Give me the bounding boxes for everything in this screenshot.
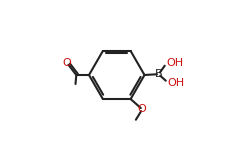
Text: O: O [62, 58, 71, 68]
Text: OH: OH [168, 78, 185, 88]
Text: OH: OH [167, 58, 184, 68]
Text: O: O [138, 104, 146, 114]
Text: B: B [155, 69, 162, 79]
